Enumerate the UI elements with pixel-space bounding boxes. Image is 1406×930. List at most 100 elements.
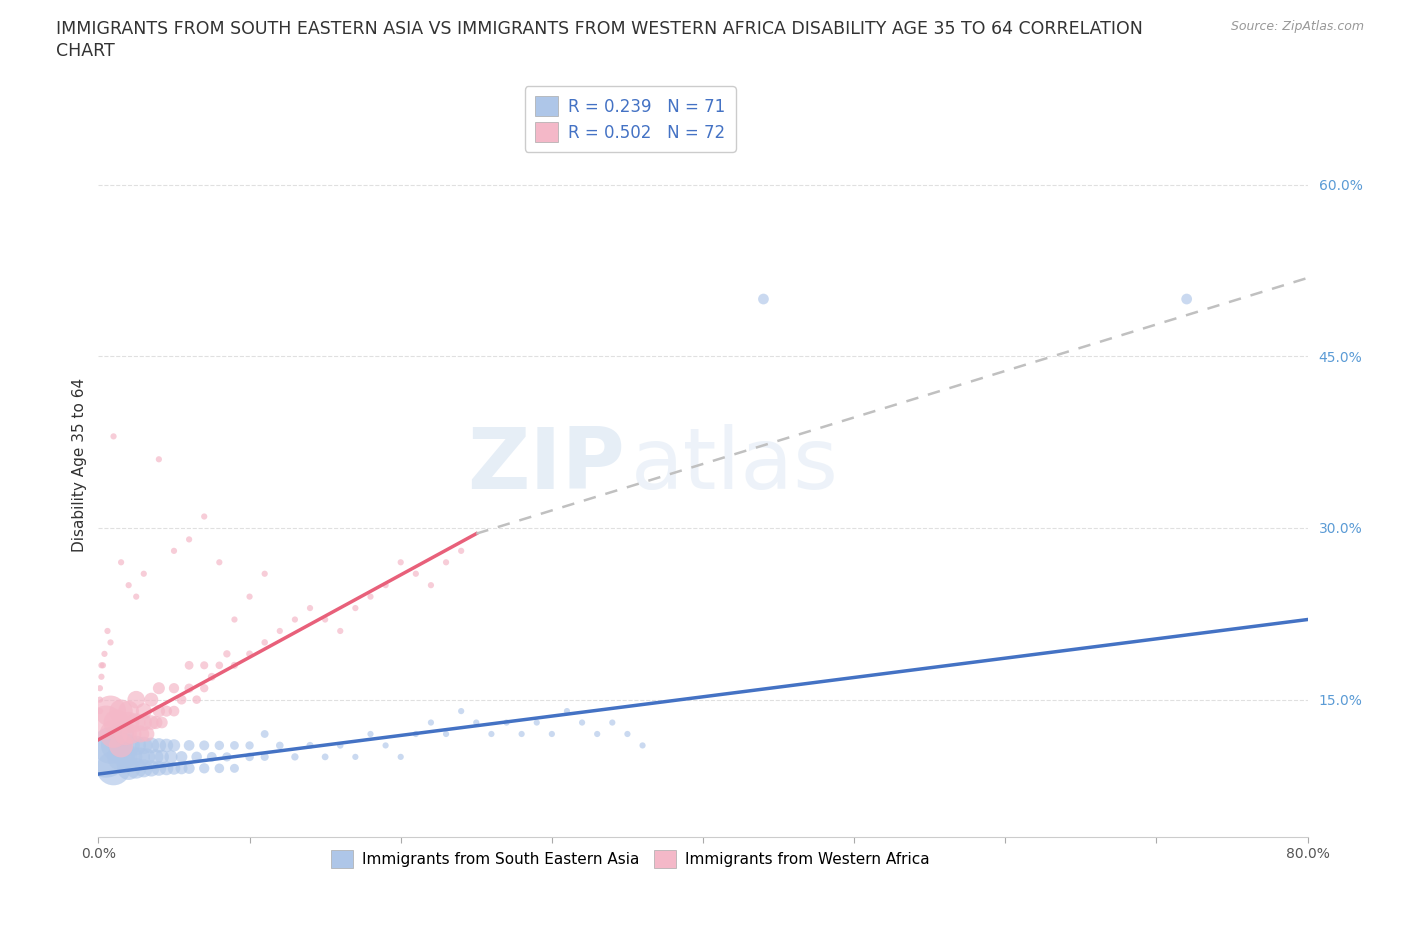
- Point: [450, 543, 472, 558]
- Point: [148, 738, 170, 753]
- Text: CHART: CHART: [56, 42, 115, 60]
- Point: [224, 658, 246, 672]
- Point: [179, 658, 201, 672]
- Point: [253, 750, 276, 764]
- Point: [224, 612, 246, 627]
- Point: [118, 704, 141, 719]
- Point: [163, 681, 186, 696]
- Text: ZIP: ZIP: [467, 423, 624, 507]
- Point: [284, 750, 307, 764]
- Point: [495, 715, 517, 730]
- Point: [360, 590, 382, 604]
- Point: [434, 555, 457, 570]
- Point: [135, 726, 157, 741]
- Point: [510, 726, 533, 741]
- Point: [571, 715, 593, 730]
- Point: [374, 578, 396, 592]
- Point: [118, 578, 141, 592]
- Point: [170, 692, 193, 707]
- Point: [269, 623, 291, 638]
- Point: [155, 761, 177, 776]
- Point: [100, 635, 122, 650]
- Point: [100, 738, 122, 753]
- Point: [186, 750, 208, 764]
- Point: [163, 543, 186, 558]
- Point: [239, 738, 262, 753]
- Point: [90, 658, 112, 672]
- Legend: Immigrants from South Eastern Asia, Immigrants from Western Africa: Immigrants from South Eastern Asia, Immi…: [325, 844, 936, 874]
- Point: [555, 704, 578, 719]
- Point: [141, 692, 163, 707]
- Point: [284, 612, 307, 627]
- Text: atlas: atlas: [630, 423, 838, 507]
- Point: [110, 738, 132, 753]
- Point: [132, 715, 155, 730]
- Point: [170, 750, 193, 764]
- Point: [148, 681, 170, 696]
- Point: [103, 726, 125, 741]
- Point: [118, 715, 141, 730]
- Point: [1175, 292, 1198, 307]
- Point: [100, 704, 122, 719]
- Point: [132, 704, 155, 719]
- Point: [96, 623, 118, 638]
- Point: [135, 750, 157, 764]
- Point: [94, 750, 117, 764]
- Point: [465, 715, 488, 730]
- Point: [526, 715, 548, 730]
- Point: [208, 761, 231, 776]
- Text: Source: ZipAtlas.com: Source: ZipAtlas.com: [1230, 20, 1364, 33]
- Point: [110, 726, 132, 741]
- Point: [201, 750, 224, 764]
- Text: IMMIGRANTS FROM SOUTH EASTERN ASIA VS IMMIGRANTS FROM WESTERN AFRICA DISABILITY : IMMIGRANTS FROM SOUTH EASTERN ASIA VS IM…: [56, 20, 1143, 38]
- Point: [239, 646, 262, 661]
- Point: [752, 292, 775, 307]
- Point: [239, 590, 262, 604]
- Point: [145, 715, 167, 730]
- Point: [360, 726, 382, 741]
- Point: [93, 646, 115, 661]
- Point: [193, 738, 215, 753]
- Point: [314, 612, 336, 627]
- Point: [125, 590, 148, 604]
- Point: [148, 704, 170, 719]
- Point: [420, 578, 443, 592]
- Point: [160, 750, 183, 764]
- Point: [253, 726, 276, 741]
- Point: [208, 738, 231, 753]
- Point: [224, 738, 246, 753]
- Point: [132, 738, 155, 753]
- Point: [155, 704, 177, 719]
- Point: [129, 726, 152, 741]
- Point: [179, 681, 201, 696]
- Point: [163, 738, 186, 753]
- Point: [125, 715, 148, 730]
- Point: [344, 601, 367, 616]
- Point: [405, 726, 427, 741]
- Point: [103, 429, 125, 444]
- Point: [89, 692, 111, 707]
- Point: [215, 646, 238, 661]
- Point: [118, 761, 141, 776]
- Point: [374, 738, 396, 753]
- Point: [314, 750, 336, 764]
- Point: [224, 761, 246, 776]
- Point: [155, 738, 177, 753]
- Point: [179, 532, 201, 547]
- Point: [89, 704, 111, 719]
- Point: [540, 726, 562, 741]
- Point: [148, 761, 170, 776]
- Point: [329, 623, 352, 638]
- Point: [299, 738, 322, 753]
- Point: [215, 750, 238, 764]
- Point: [344, 750, 367, 764]
- Point: [269, 738, 291, 753]
- Point: [129, 750, 152, 764]
- Point: [132, 761, 155, 776]
- Point: [405, 566, 427, 581]
- Y-axis label: Disability Age 35 to 64: Disability Age 35 to 64: [72, 378, 87, 552]
- Point: [208, 658, 231, 672]
- Point: [253, 566, 276, 581]
- Point: [91, 658, 114, 672]
- Point: [434, 726, 457, 741]
